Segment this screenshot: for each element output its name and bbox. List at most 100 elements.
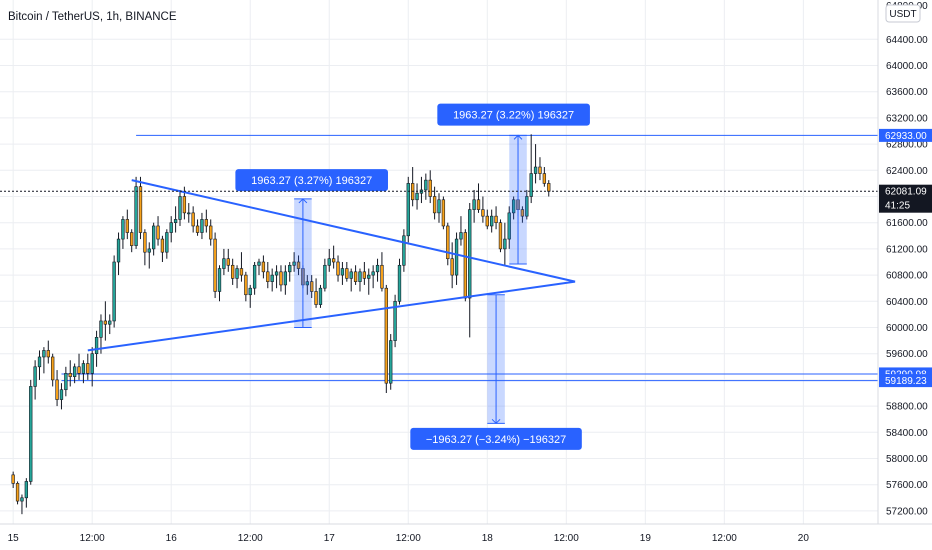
- candle-body: [270, 274, 274, 282]
- candle: [143, 229, 147, 266]
- candle-body: [274, 271, 279, 276]
- price-tick-label: 60400.00: [886, 297, 928, 308]
- candle: [222, 248, 226, 276]
- candle-body: [64, 373, 68, 391]
- candle: [99, 314, 103, 354]
- candle: [121, 216, 125, 249]
- candle: [169, 216, 173, 243]
- candle: [72, 363, 77, 384]
- candle: [226, 248, 230, 272]
- candle-body: [323, 264, 327, 289]
- candle: [437, 193, 441, 223]
- candle-body: [331, 258, 336, 263]
- horizontal-lines: [61, 134, 878, 382]
- candle: [380, 252, 384, 292]
- price-tick-label: 62800.00: [886, 140, 928, 151]
- candle-body: [222, 258, 226, 269]
- candle-body: [498, 222, 503, 250]
- price-tag-box: [879, 128, 932, 142]
- candle-body: [90, 353, 94, 374]
- candle: [15, 481, 20, 505]
- candle-body: [393, 300, 397, 341]
- candle-body: [454, 238, 459, 276]
- candle-body: [384, 287, 388, 384]
- candle-body: [428, 179, 432, 197]
- candle: [24, 478, 29, 508]
- candle-body: [248, 287, 252, 296]
- price-tag-box: [879, 374, 932, 388]
- candle-body: [441, 199, 446, 227]
- candle: [77, 353, 81, 380]
- candle-body: [252, 264, 257, 289]
- candle: [511, 196, 516, 220]
- candle-body: [125, 219, 129, 233]
- candle: [498, 219, 503, 253]
- candle: [450, 242, 454, 289]
- candle: [130, 229, 134, 253]
- candle-body: [213, 238, 217, 292]
- candle: [86, 353, 90, 380]
- candle-body: [494, 215, 498, 223]
- candle: [217, 265, 222, 302]
- candle: [29, 379, 33, 485]
- currency-badge[interactable]: USDT: [885, 4, 921, 23]
- time-tick-labels: 15 12:00 16 12:00 17 12:00 18 12:00 19 12:00 20: [8, 533, 810, 544]
- candle: [239, 252, 244, 282]
- measurement-label: −1963.27 (−3.24%) −196327: [426, 434, 566, 446]
- candle-body: [481, 209, 485, 217]
- candle-body: [349, 271, 353, 279]
- price-tick-label: 61600.00: [886, 218, 928, 229]
- candle: [353, 265, 358, 285]
- candle: [252, 262, 257, 295]
- candle-body: [138, 186, 143, 233]
- measurement-ranges: 1963.27 (3.27%) 196327 1963.27 (3.22%) 19…: [235, 103, 590, 450]
- candle-body: [310, 281, 314, 292]
- time-axis[interactable]: 15 12:00 16 12:00 17 12:00 18 12:00 19 12:00 20: [0, 523, 932, 544]
- candle-body: [261, 261, 266, 273]
- candle: [336, 255, 340, 282]
- time-tick-label: 12:00: [554, 533, 579, 544]
- candle-body: [371, 271, 375, 276]
- candle-body: [375, 264, 380, 273]
- candle: [367, 268, 371, 295]
- candle-body: [424, 179, 428, 191]
- candle-body: [446, 225, 450, 260]
- candle: [345, 262, 349, 282]
- candle-body: [178, 196, 182, 220]
- candle-body: [529, 173, 533, 197]
- candle-body: [130, 232, 134, 246]
- candle-body: [217, 268, 222, 292]
- candle: [191, 206, 195, 233]
- measurement-label: 1963.27 (3.22%) 196327: [453, 110, 574, 122]
- price-tick-label: 64000.00: [886, 61, 928, 72]
- candle-body: [533, 166, 538, 174]
- time-tick-label: 12:00: [396, 533, 421, 544]
- measurement: −1963.27 (−3.24%) −196327: [410, 294, 582, 450]
- price-axis[interactable]: 64800.00 57200.0057600.0058000.0058400.0…: [877, 0, 932, 550]
- candle: [327, 248, 331, 272]
- time-tick-label: 20: [798, 533, 810, 544]
- candle: [468, 203, 472, 338]
- candle: [270, 268, 274, 292]
- candle-body: [173, 219, 178, 224]
- candle-body: [340, 268, 345, 276]
- candle-body: [257, 261, 261, 266]
- candle: [542, 167, 547, 187]
- price-tag-label: 62081.09: [885, 187, 927, 198]
- candle-body: [77, 366, 81, 374]
- candle-body: [472, 199, 476, 210]
- candle: [283, 265, 288, 295]
- candle-body: [151, 225, 156, 250]
- price-tag: 62933.00: [879, 128, 932, 142]
- candle: [292, 252, 296, 272]
- candle-body: [11, 474, 15, 484]
- candle: [406, 176, 410, 243]
- candle-body: [437, 199, 441, 214]
- candle: [244, 271, 248, 302]
- candle: [410, 167, 415, 207]
- candle: [547, 180, 551, 197]
- candle: [533, 144, 538, 184]
- candle: [204, 209, 208, 233]
